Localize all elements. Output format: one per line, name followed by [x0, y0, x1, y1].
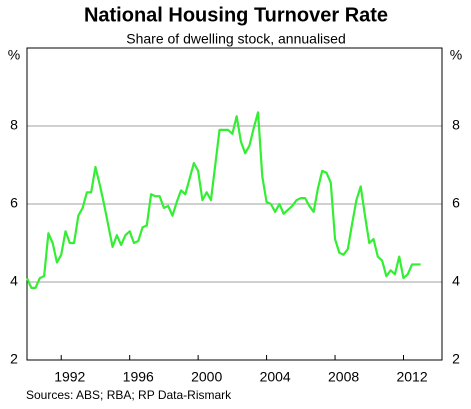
- x-tick-label: 2008: [328, 369, 359, 385]
- chart-subtitle: Share of dwelling stock, annualised: [126, 31, 345, 47]
- chart-title: National Housing Turnover Rate: [84, 4, 388, 26]
- plot-frame: [26, 47, 443, 361]
- x-tick-label: 1992: [54, 369, 85, 385]
- y2-tick-label: 2: [452, 351, 460, 367]
- y2-tick-label: 4: [452, 273, 460, 289]
- y-tick-label: 4: [10, 273, 18, 289]
- y-tick-label: 2: [10, 351, 18, 367]
- data-line: [25, 111, 421, 289]
- x-tick-label: 2000: [191, 369, 222, 385]
- x-tick-label: 2012: [396, 369, 427, 385]
- y-tick-label: 8: [10, 117, 18, 133]
- y-tick-label: 6: [10, 195, 18, 211]
- y2-tick-label: 6: [452, 195, 460, 211]
- source-note: Sources: ABS; RBA; RP Data-Rismark: [26, 388, 232, 402]
- y2-unit: %: [450, 47, 462, 63]
- y2-tick-label: 8: [452, 117, 460, 133]
- y-unit: %: [8, 47, 20, 63]
- x-tick-label: 1996: [123, 369, 154, 385]
- x-tick-label: 2004: [260, 369, 291, 385]
